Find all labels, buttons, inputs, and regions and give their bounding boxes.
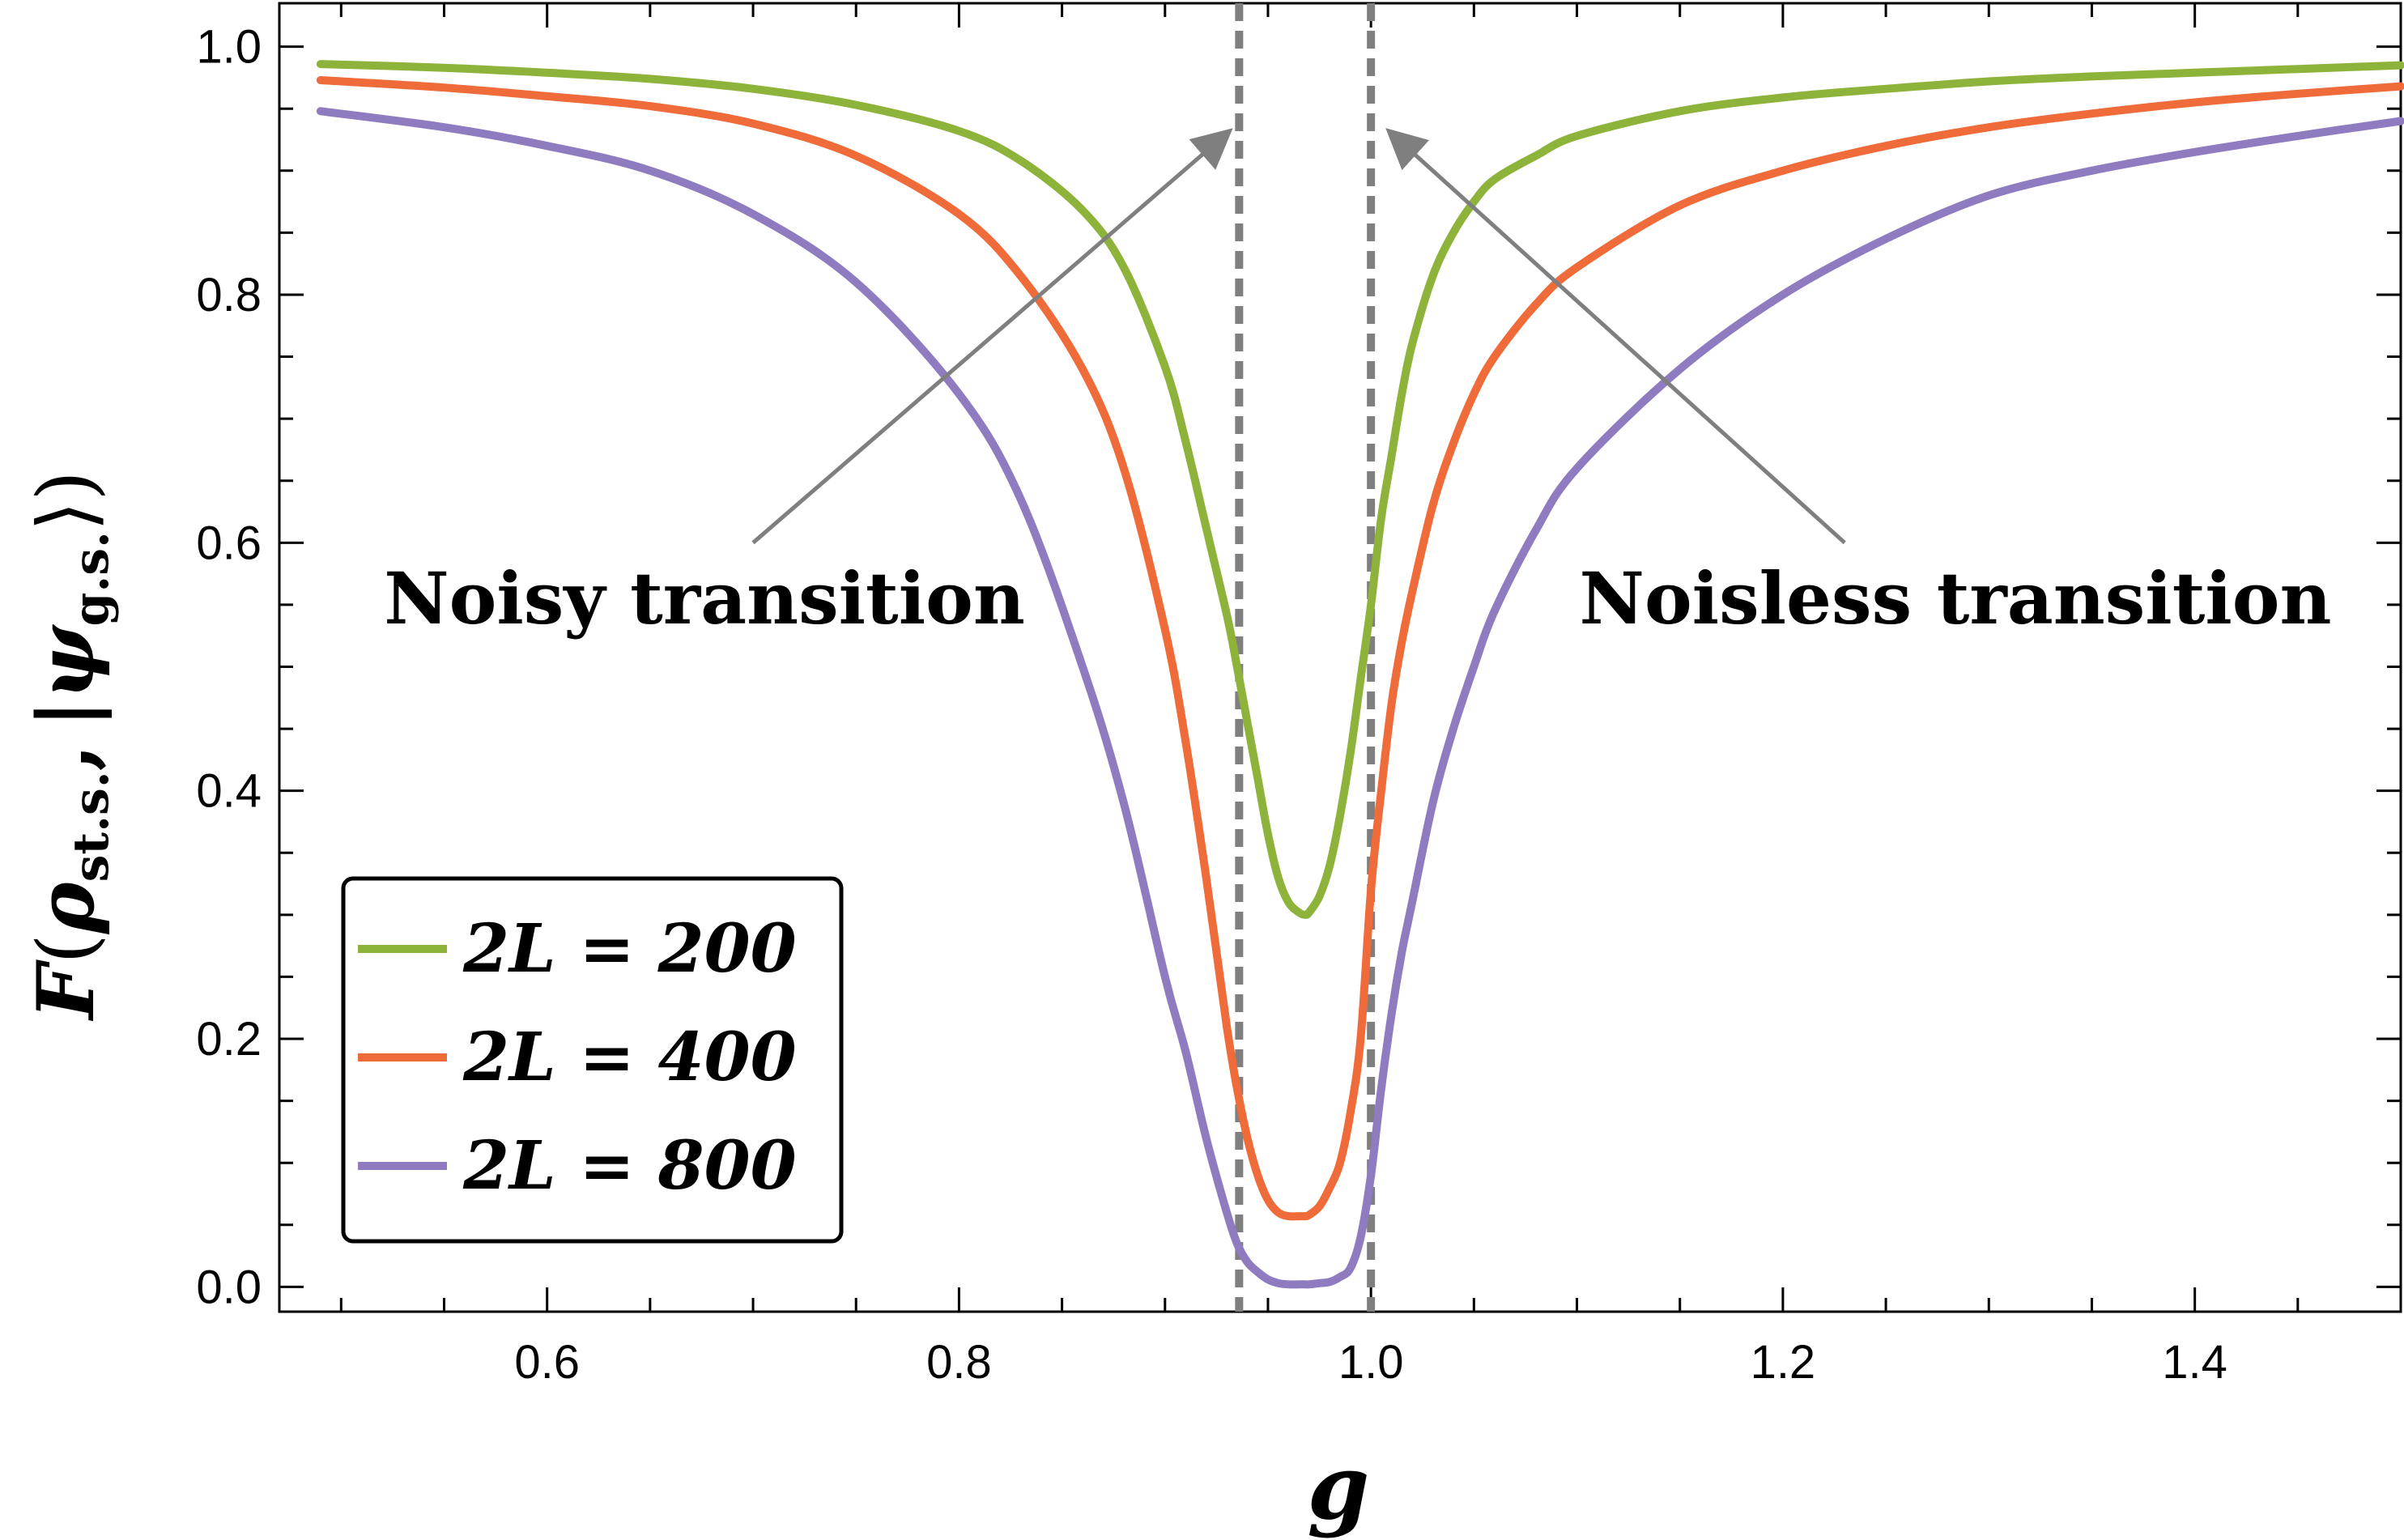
series-line-2800 <box>316 107 2404 1289</box>
x-axis-title: g <box>1308 1435 1370 1539</box>
y-title-comma: , <box>20 744 112 771</box>
y-tick-label: 0.6 <box>196 517 262 569</box>
x-tick-label: 1.0 <box>1338 1336 1404 1389</box>
y-title-psi-sub: g.s. <box>63 531 120 627</box>
y-title-rho-sub: st.s. <box>63 771 120 882</box>
y-tick-label: 0.4 <box>196 765 262 818</box>
series-lines <box>316 60 2404 1289</box>
x-tick-label: 1.2 <box>1751 1336 1816 1389</box>
y-title-psi: |ψ <box>20 624 112 728</box>
y-axis-title: F(ρst.s.,|ψg.s.⟩) <box>20 470 120 1022</box>
series-line-2200 <box>316 60 2404 919</box>
annotation-arrow-0 <box>751 128 1233 545</box>
y-title-close: ⟩) <box>21 470 112 531</box>
x-tick-label: 0.8 <box>926 1336 992 1389</box>
legend-box <box>341 876 844 1244</box>
y-tick-label: 1.0 <box>196 21 262 74</box>
series-line-2400 <box>316 76 2404 1221</box>
y-title-rho: ρ <box>20 881 112 934</box>
y-tick-label: 0.0 <box>196 1261 262 1313</box>
y-tick-label: 0.8 <box>196 269 262 321</box>
y-tick-label: 0.2 <box>196 1013 262 1066</box>
legend-label-800: 2L = 800 <box>462 1127 797 1205</box>
annotation-arrow-1 <box>1385 128 1846 545</box>
annotation-noisless-transition: Noisless transition <box>1580 556 2332 640</box>
annotation-noisy-transition: Noisy transition <box>384 556 1025 640</box>
y-title-f: F <box>20 959 112 1022</box>
annotations: Noisy transition Noisless transition <box>384 128 2332 640</box>
plot-border <box>278 2 2402 1313</box>
legend: 2L = 200 2L = 400 2L = 800 <box>341 876 844 1244</box>
x-tick-label: 0.6 <box>514 1336 580 1389</box>
plot-frame <box>278 2 2402 1313</box>
legend-label-200: 2L = 200 <box>462 910 797 988</box>
x-tick-label: 1.4 <box>2162 1336 2227 1389</box>
legend-label-400: 2L = 400 <box>462 1019 797 1096</box>
